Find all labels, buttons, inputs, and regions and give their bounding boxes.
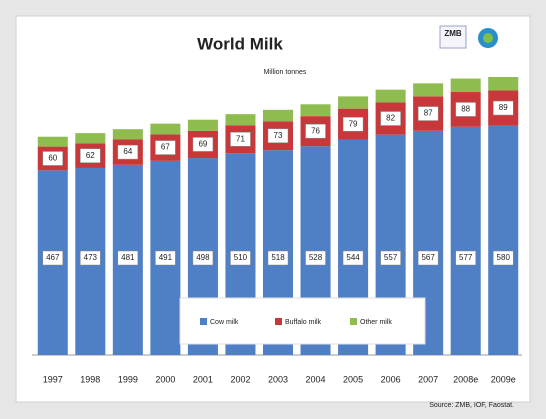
value-label: 71 — [236, 134, 245, 143]
value-label-box — [42, 151, 64, 166]
x-tick-label: 2009e — [491, 374, 516, 384]
value-label-box — [155, 140, 176, 155]
value-label-box — [155, 250, 176, 266]
value-label: 580 — [497, 253, 511, 262]
value-label-box — [117, 250, 139, 266]
value-label-box — [117, 144, 139, 160]
value-label-box — [230, 250, 251, 266]
x-tick-label: 2000 — [155, 374, 175, 384]
value-label: 60 — [48, 154, 57, 163]
x-tick-label: 2003 — [268, 374, 288, 384]
x-tick-label: 1998 — [80, 374, 100, 384]
x-tick-label: 2008e — [453, 374, 478, 384]
value-label: 69 — [198, 140, 207, 149]
value-label: 567 — [421, 253, 435, 262]
value-label-box — [492, 100, 514, 116]
value-label: 62 — [86, 151, 95, 160]
x-tick-label: 2002 — [230, 374, 250, 384]
value-label: 473 — [84, 253, 98, 262]
bar-segment — [488, 125, 519, 356]
chart-title: World Milk — [197, 34, 283, 53]
legend-swatch — [275, 318, 282, 325]
logo-text: ZMB — [444, 29, 462, 38]
value-label-box — [267, 250, 289, 266]
logo-globe-inner — [483, 33, 493, 43]
value-label: 491 — [159, 253, 173, 262]
value-label-box — [267, 128, 289, 143]
bar-segment — [262, 109, 294, 122]
x-tick-label: 2005 — [343, 374, 363, 384]
value-label: 73 — [274, 131, 283, 140]
x-tick-label: 1997 — [43, 374, 63, 384]
source: Source: ZMB, IOF, Faostat. — [429, 402, 514, 409]
legend-label: Other milk — [360, 319, 392, 326]
value-label-box — [230, 132, 251, 147]
value-label-box — [417, 106, 439, 121]
value-label: 82 — [386, 114, 395, 123]
value-label-box — [80, 148, 101, 163]
value-label: 544 — [346, 253, 360, 262]
value-label-box — [42, 250, 64, 266]
x-tick-label: 1999 — [118, 374, 138, 384]
chart-subtitle: Million tonnes — [264, 69, 307, 76]
bar-segment — [75, 133, 106, 144]
x-tick-label: 2004 — [306, 374, 326, 384]
bar-segment — [488, 77, 519, 91]
value-label: 498 — [196, 253, 210, 262]
value-label-box — [305, 250, 326, 266]
value-label: 518 — [271, 253, 285, 262]
bar-segment — [413, 83, 444, 97]
value-label: 467 — [46, 253, 60, 262]
value-label: 88 — [461, 105, 470, 114]
bar-segment — [450, 78, 481, 93]
value-label: 528 — [309, 253, 323, 262]
value-label: 64 — [123, 147, 132, 156]
legend-label: Cow milk — [210, 319, 239, 326]
value-label-box — [192, 137, 214, 152]
logo-box — [439, 25, 467, 49]
value-label-box — [492, 250, 514, 266]
legend-label: Buffalo milk — [285, 319, 322, 326]
x-tick-label: 2001 — [193, 374, 213, 384]
legend-box — [179, 297, 426, 345]
value-label-box — [417, 250, 439, 266]
x-tick-label: 2007 — [418, 374, 438, 384]
value-label: 510 — [234, 253, 248, 262]
x-tick-label: 2006 — [381, 374, 401, 384]
value-label: 76 — [311, 126, 320, 135]
value-label-box — [342, 117, 364, 132]
bar-segment — [225, 114, 256, 126]
value-label: 89 — [499, 103, 508, 112]
value-label: 87 — [424, 109, 433, 118]
bar-segment — [37, 136, 68, 147]
value-label-box — [380, 111, 401, 126]
value-label: 577 — [459, 253, 473, 262]
value-label-box — [380, 250, 401, 266]
value-label-box — [192, 250, 214, 266]
value-label: 481 — [121, 253, 135, 262]
value-label: 557 — [384, 253, 398, 262]
value-label-box — [80, 250, 101, 266]
value-label-box — [305, 123, 326, 139]
bar-segment — [450, 126, 481, 355]
legend-swatch — [350, 318, 357, 325]
value-label-box — [455, 102, 476, 117]
value-label: 67 — [161, 143, 170, 152]
bar-segment — [338, 96, 369, 109]
value-label: 79 — [349, 119, 358, 128]
bar-segment — [112, 129, 143, 140]
legend-swatch — [200, 318, 207, 325]
bar-segment — [150, 123, 181, 135]
bar-segment — [187, 119, 218, 131]
value-label-box — [342, 250, 364, 266]
bar-segment — [375, 89, 406, 103]
bar-segment — [300, 104, 331, 117]
value-label-box — [455, 250, 476, 266]
